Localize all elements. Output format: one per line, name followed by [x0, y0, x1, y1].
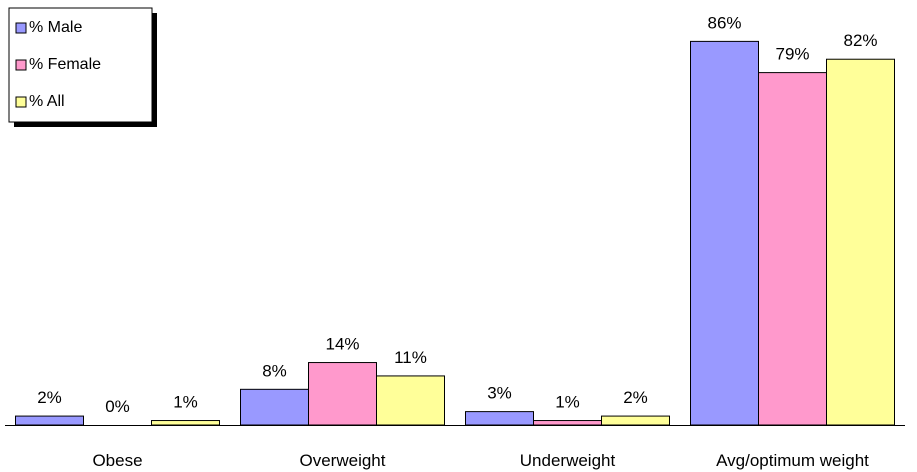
value-label-overweight-male: 8% [262, 361, 287, 380]
legend-label-male: % Male [29, 19, 82, 36]
category-labels-layer: Obese Overweight Underweight Avg/optimum we… [92, 451, 869, 470]
bar-underweight-female [533, 420, 602, 426]
bar-overweight-male [240, 388, 309, 426]
legend-box [8, 7, 153, 123]
category-label-avg-optimum-weight: Avg/optimum weight [716, 451, 869, 470]
bar-avg-optimum-weight-female [758, 72, 827, 426]
category-label-obese: Obese [92, 451, 142, 470]
category-label-underweight: Underweight [520, 451, 616, 470]
legend: % Male % Female % All [8, 7, 157, 127]
bar-avg-optimum-weight-all [826, 58, 895, 426]
category-label-overweight: Overweight [300, 451, 386, 470]
legend-swatch-male [15, 22, 27, 34]
value-label-underweight-all: 2% [623, 388, 648, 407]
bar-underweight-all [601, 415, 670, 426]
value-label-overweight-all: 11% [394, 348, 427, 367]
value-label-overweight-female: 14% [325, 335, 359, 354]
legend-label-all: % All [29, 93, 65, 110]
legend-swatch-female [15, 59, 27, 71]
value-label-avg-optimum-weight-all: 82% [843, 31, 877, 50]
value-label-obese-all: 1% [173, 393, 198, 412]
value-label-obese-male: 2% [37, 388, 62, 407]
value-label-underweight-male: 3% [487, 384, 512, 403]
legend-items: % Male % Female % All [15, 19, 101, 110]
value-label-obese-female: 0% [105, 397, 130, 416]
value-label-avg-optimum-weight-female: 79% [775, 45, 809, 64]
legend-swatch-all [15, 96, 27, 108]
value-label-underweight-female: 1% [555, 393, 580, 412]
legend-label-female: % Female [29, 56, 101, 73]
bar-avg-optimum-weight-male [690, 40, 759, 426]
value-label-avg-optimum-weight-male: 86% [707, 13, 741, 32]
bar-overweight-all [376, 375, 445, 426]
bar-obese-male [15, 415, 84, 426]
bar-underweight-male [465, 411, 534, 426]
value-labels-layer: 2% 0% 1% 8% 14% 11% 3% 1% 2% 86% 79% 82% [37, 13, 877, 416]
bar-obese-all [151, 420, 220, 426]
bars-layer [15, 40, 895, 426]
bar-overweight-female [308, 362, 377, 426]
